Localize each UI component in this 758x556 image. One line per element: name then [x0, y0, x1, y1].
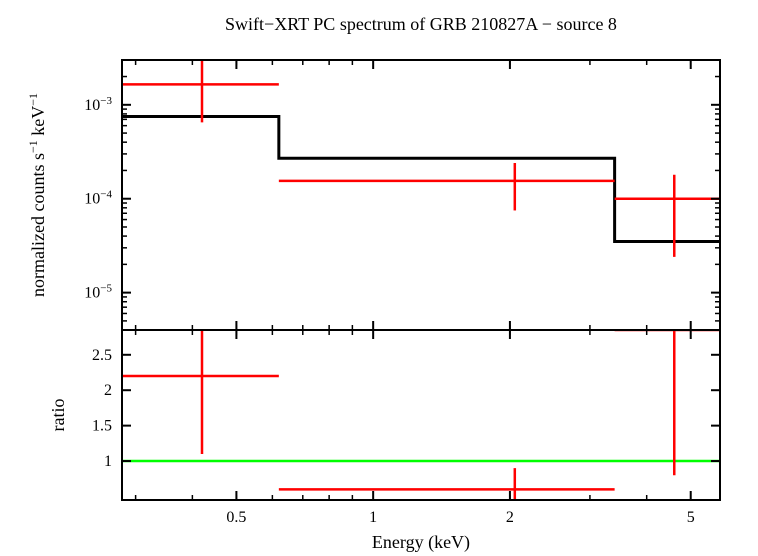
y-top-tick-label: 10−3 — [84, 95, 112, 114]
y-bottom-axis-label: ratio — [48, 399, 68, 432]
top-panel-frame — [122, 60, 720, 330]
x-tick-label: 5 — [687, 509, 695, 526]
y-top-tick-label: 10−5 — [84, 283, 112, 302]
y-bottom-tick-label: 1 — [104, 453, 112, 470]
x-tick-label: 0.5 — [226, 509, 246, 526]
spectrum-panel — [122, 60, 720, 257]
model-step-line — [122, 117, 720, 242]
bottom-panel-frame — [122, 330, 720, 500]
y-bottom-tick-label: 2.5 — [92, 347, 112, 364]
y-top-axis-label: normalized counts s−1 keV−1 — [26, 93, 48, 297]
y-top-tick-label: 10−4 — [84, 189, 112, 208]
spectrum-chart: 0.5 1 2 5 10−5 10−4 10−3 1 1.5 2 2.5 Swift−XRT PC s… — [0, 0, 758, 556]
x-tick-label: 1 — [369, 509, 377, 526]
chart-title: Swift−XRT PC spectrum of GRB 210827A − s… — [225, 14, 617, 34]
x-tick-label: 2 — [506, 509, 514, 526]
ratio-panel — [122, 330, 720, 500]
y-bottom-tick-label: 2 — [104, 382, 112, 399]
y-bottom-tick-label: 1.5 — [92, 418, 112, 435]
x-axis-label: Energy (keV) — [372, 532, 470, 553]
